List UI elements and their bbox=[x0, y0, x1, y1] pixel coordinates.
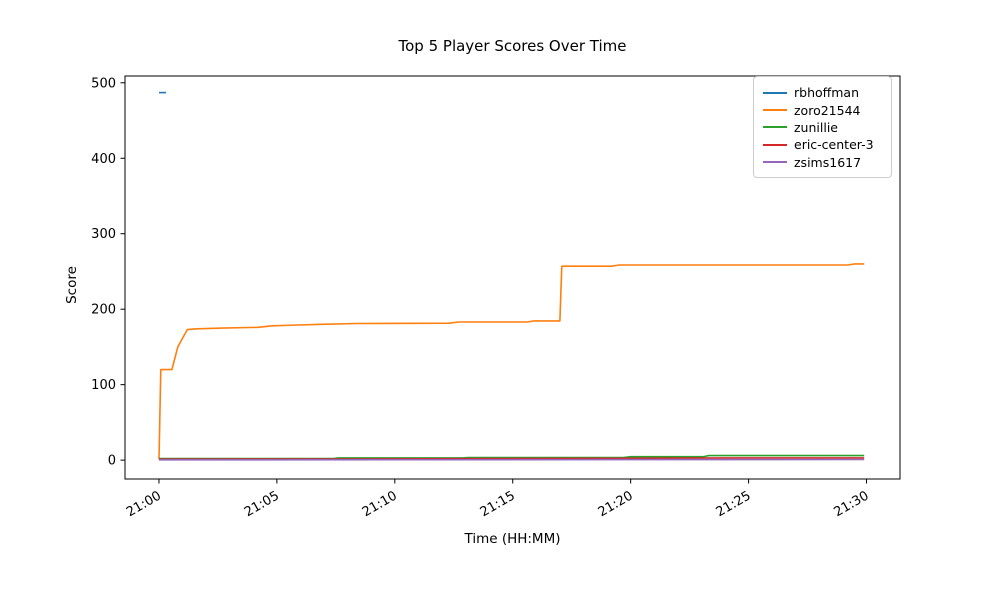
x-tick-label: 21:00 bbox=[124, 488, 164, 520]
x-tick-label: 21:25 bbox=[714, 488, 754, 520]
x-tick-label: 21:20 bbox=[596, 488, 636, 520]
y-tick-label: 200 bbox=[91, 303, 116, 318]
y-tick-label: 400 bbox=[91, 152, 116, 167]
legend-label: zsims1617 bbox=[794, 154, 862, 170]
legend-swatch-zsims1617 bbox=[763, 161, 787, 164]
x-axis-label: Time (HH:MM) bbox=[464, 531, 561, 547]
legend-swatch-rbhoffman bbox=[763, 91, 787, 94]
y-tick-label: 0 bbox=[108, 454, 116, 469]
legend-label: zunillie bbox=[794, 119, 838, 135]
legend-swatch-eric-center-3 bbox=[763, 143, 787, 146]
y-tick-label: 100 bbox=[91, 378, 116, 393]
legend-item-eric-center-3: eric-center-3 bbox=[763, 136, 882, 153]
x-tick-label: 21:30 bbox=[832, 488, 872, 520]
legend-item-zsims1617: zsims1617 bbox=[763, 154, 882, 171]
legend-label: eric-center-3 bbox=[794, 137, 874, 153]
chart-title: Top 5 Player Scores Over Time bbox=[398, 37, 627, 55]
y-tick-label: 500 bbox=[91, 76, 116, 91]
y-axis-label: Score bbox=[64, 266, 80, 304]
legend-item-rbhoffman: rbhoffman bbox=[763, 84, 882, 101]
series-lines bbox=[158, 91, 865, 461]
legend-label: zoro21544 bbox=[794, 102, 861, 118]
legend-item-zunillie: zunillie bbox=[763, 119, 882, 136]
legend-swatch-zoro21544 bbox=[763, 109, 787, 112]
legend-label: rbhoffman bbox=[794, 85, 860, 101]
legend: rbhoffman zoro21544 zunillie eric-center-3 z… bbox=[753, 76, 892, 178]
legend-swatch-zunillie bbox=[763, 126, 787, 129]
y-tick-label: 300 bbox=[91, 227, 116, 242]
x-tick-label: 21:05 bbox=[242, 488, 282, 520]
series-line-zoro21544 bbox=[158, 263, 865, 460]
legend-item-zoro21544: zoro21544 bbox=[763, 101, 882, 118]
x-tick-label: 21:15 bbox=[478, 488, 518, 520]
x-tick-label: 21:10 bbox=[360, 488, 400, 520]
